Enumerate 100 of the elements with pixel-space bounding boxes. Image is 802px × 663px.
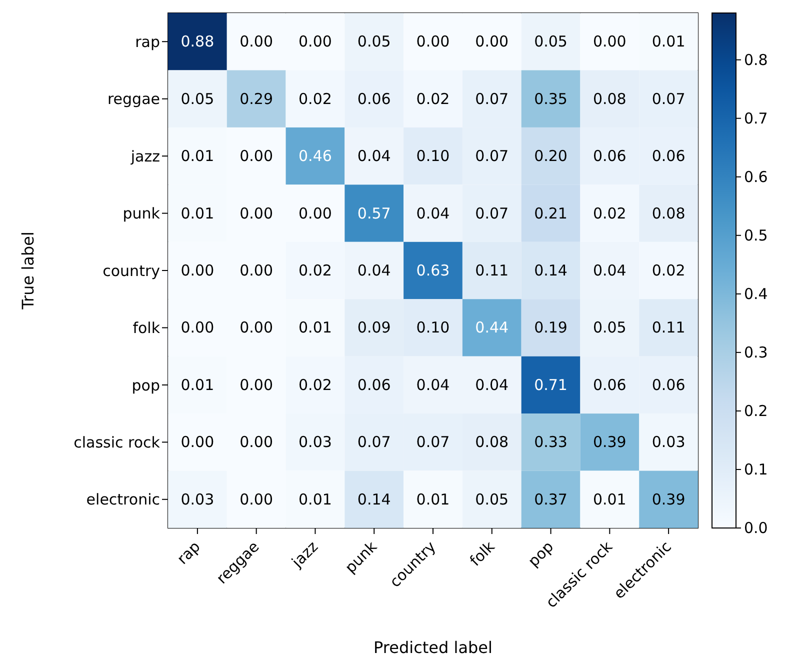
data-label: 0.33 <box>534 433 568 452</box>
data-label: 0.01 <box>652 32 686 51</box>
data-label: 0.29 <box>240 90 274 108</box>
data-label: 0.00 <box>180 433 214 452</box>
data-label: 0.01 <box>180 147 214 166</box>
data-label: 0.00 <box>475 32 509 51</box>
data-label: 0.11 <box>652 318 686 337</box>
data-label: 0.00 <box>416 32 450 51</box>
y-tick-label: classic rock <box>74 433 160 452</box>
color-bar-label: 0.1 <box>744 460 768 478</box>
data-label: 0.09 <box>357 318 391 337</box>
y-axis-title: True label <box>18 232 38 310</box>
data-label: 0.06 <box>592 376 626 394</box>
data-label: 0.07 <box>357 433 391 452</box>
y-tick-label: pop <box>132 376 160 394</box>
data-label: 0.06 <box>357 90 391 108</box>
data-label: 0.02 <box>298 90 332 108</box>
y-tick-label: reggae <box>107 90 160 108</box>
data-label: 0.04 <box>416 376 450 394</box>
color-bar-label: 0.6 <box>744 168 768 186</box>
data-label: 0.44 <box>475 318 509 337</box>
data-label: 0.04 <box>592 262 626 280</box>
data-label: 0.00 <box>240 490 274 508</box>
data-label: 0.01 <box>416 490 450 508</box>
x-tick-label: folk <box>466 537 498 570</box>
data-label: 0.05 <box>592 318 626 337</box>
data-label: 0.05 <box>180 90 214 108</box>
y-tick-label: electronic <box>86 490 160 509</box>
data-label: 0.35 <box>534 90 568 108</box>
data-label: 0.88 <box>180 32 214 51</box>
x-axis-title: Predicted label <box>374 638 492 657</box>
data-label: 0.71 <box>534 376 568 394</box>
data-label: 0.02 <box>298 376 332 394</box>
data-label: 0.06 <box>652 376 686 394</box>
data-label: 0.08 <box>475 433 509 452</box>
color-bar-label: 0.4 <box>744 284 768 303</box>
data-label: 0.21 <box>534 204 568 222</box>
x-tick-label: pop <box>524 538 558 570</box>
data-label: 0.06 <box>652 147 686 166</box>
data-label: 0.01 <box>592 490 626 508</box>
data-label: 0.01 <box>180 204 214 222</box>
data-label: 0.00 <box>592 32 626 51</box>
y-tick-label: jazz <box>130 147 160 166</box>
data-label: 0.05 <box>534 32 568 51</box>
data-label: 0.03 <box>180 490 214 508</box>
data-label: 0.08 <box>592 90 626 108</box>
data-label: 0.39 <box>592 433 626 452</box>
data-label: 0.00 <box>298 204 332 222</box>
data-label: 0.02 <box>652 262 686 280</box>
data-label: 0.07 <box>475 147 509 166</box>
y-tick-label: punk <box>122 204 160 223</box>
data-label: 0.00 <box>240 204 274 222</box>
x-tick-label: rap <box>173 538 204 568</box>
data-label: 0.06 <box>592 147 626 166</box>
data-label: 0.00 <box>180 318 214 337</box>
data-label: 0.06 <box>357 376 391 394</box>
data-label: 0.05 <box>357 32 391 51</box>
data-label: 0.63 <box>416 262 450 280</box>
data-label: 0.02 <box>592 204 626 222</box>
color-bar-label: 0.0 <box>744 519 768 537</box>
data-label: 0.07 <box>475 204 509 222</box>
color-bar-label: 0.8 <box>744 50 768 69</box>
data-label: 0.10 <box>416 318 450 337</box>
color-bar-label: 0.7 <box>744 109 768 128</box>
color-bar-label: 0.3 <box>744 343 768 362</box>
data-label: 0.46 <box>298 147 332 166</box>
data-label: 0.04 <box>357 262 391 280</box>
data-label: 0.05 <box>475 490 509 508</box>
data-label: 0.07 <box>475 90 509 108</box>
data-label: 0.00 <box>240 376 274 394</box>
data-label: 0.02 <box>298 262 332 280</box>
data-label: 0.00 <box>240 262 274 280</box>
data-label: 0.08 <box>652 204 686 222</box>
data-label: 0.07 <box>416 433 450 452</box>
data-label: 0.04 <box>475 376 509 394</box>
data-label: 0.04 <box>357 147 391 166</box>
data-label: 0.00 <box>180 262 214 280</box>
data-label: 0.04 <box>416 204 450 222</box>
color-bar-label: 0.2 <box>744 402 768 420</box>
data-label: 0.39 <box>652 490 686 508</box>
data-label: 0.00 <box>298 32 332 51</box>
y-tick-label: rap <box>135 32 160 51</box>
color-bar-label: 0.5 <box>744 226 768 244</box>
data-label: 0.20 <box>534 147 568 166</box>
data-label: 0.02 <box>416 90 450 108</box>
data-label: 0.00 <box>240 147 274 166</box>
data-label: 0.03 <box>298 433 332 452</box>
data-label: 0.11 <box>475 262 509 280</box>
data-label: 0.01 <box>180 376 214 394</box>
data-label: 0.19 <box>534 318 568 337</box>
data-label: 0.07 <box>652 90 686 108</box>
data-label: 0.01 <box>298 490 332 508</box>
data-label: 0.57 <box>357 204 391 222</box>
data-label: 0.01 <box>298 318 332 337</box>
data-label: 0.03 <box>652 433 686 452</box>
data-label: 0.37 <box>534 490 568 508</box>
y-tick-label: country <box>102 262 160 280</box>
data-label: 0.00 <box>240 433 274 452</box>
data-label: 0.14 <box>534 262 568 280</box>
data-label: 0.14 <box>357 490 391 508</box>
